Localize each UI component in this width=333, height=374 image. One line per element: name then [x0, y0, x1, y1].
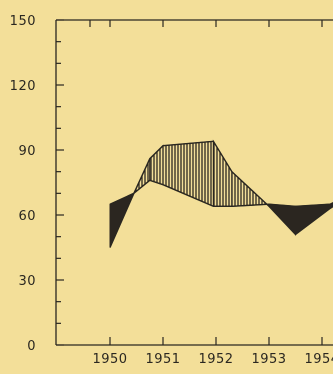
y-tick-label-30: 30	[18, 274, 36, 289]
y-tick-label-60: 60	[18, 209, 36, 224]
bands	[109, 139, 333, 248]
x-tick-label-1954: 1954	[304, 352, 333, 367]
y-tick-label-0: 0	[27, 339, 36, 354]
band-above-4-0	[212, 139, 233, 207]
x-tick-label-1952: 1952	[198, 352, 233, 367]
y-tick-label-150: 150	[10, 14, 36, 29]
x-tick-label-1953: 1953	[251, 352, 286, 367]
x-axis-ticks: 1950 1951 1952 1953 1954	[89, 20, 333, 367]
y-tick-label-120: 120	[10, 79, 36, 94]
y-axis-ticks: 0 30 60 90 120 150	[10, 14, 64, 354]
band-above-3-0	[162, 140, 214, 208]
x-tick-label-1951: 1951	[145, 352, 180, 367]
series-lines	[109, 140, 333, 248]
y-tick-label-90: 90	[18, 144, 36, 159]
axes	[55, 19, 333, 346]
series-line-1	[109, 179, 333, 208]
series-line-0	[109, 140, 333, 248]
x-tick-label-1950: 1950	[92, 352, 127, 367]
